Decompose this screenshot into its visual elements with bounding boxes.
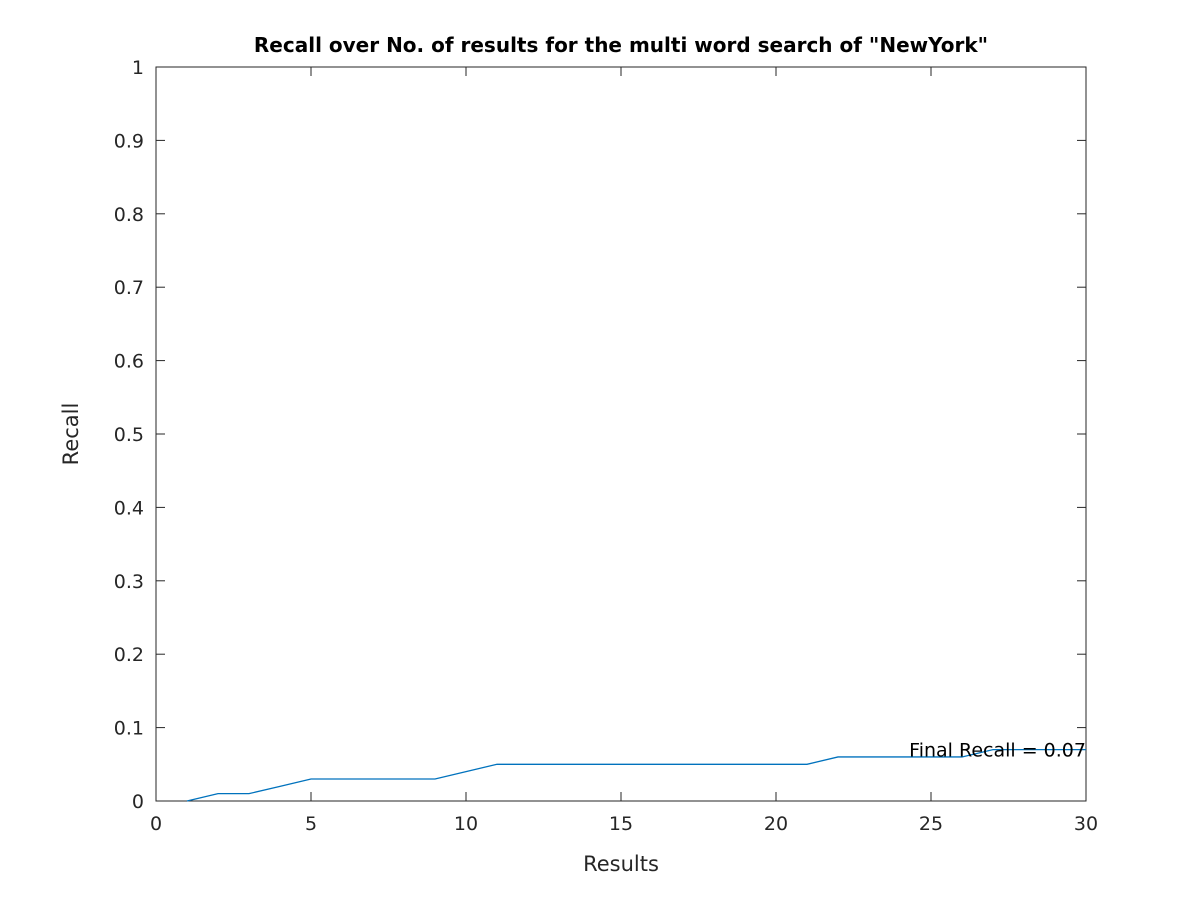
x-axis-label: Results — [583, 852, 659, 876]
plot-area: 0 5 10 15 20 25 30 0 0.1 0.2 0.3 0.4 0.5 0.6 0.7 0.8 0.9… — [114, 57, 1098, 835]
x-tick-label: 20 — [764, 813, 788, 835]
y-tick-label: 0.6 — [114, 351, 144, 373]
x-tick-label: 30 — [1074, 813, 1098, 835]
y-tick-label: 0.4 — [114, 497, 144, 519]
y-tick-label: 0 — [132, 791, 144, 813]
x-tick-label: 0 — [150, 813, 162, 835]
final-recall-annotation: Final Recall = 0.07 — [909, 740, 1086, 762]
x-tick-label: 25 — [919, 813, 943, 835]
y-axis-label: Recall — [59, 403, 83, 466]
y-tick-label: 0.7 — [114, 277, 144, 299]
y-tick-label: 0.5 — [114, 424, 144, 446]
x-tick-label: 5 — [305, 813, 317, 835]
chart-title: Recall over No. of results for the multi… — [254, 33, 988, 57]
y-tick-label: 0.2 — [114, 644, 144, 666]
y-tick-label: 0.3 — [114, 571, 144, 593]
x-tick-label: 10 — [454, 813, 478, 835]
y-tick-label: 0.9 — [114, 130, 144, 152]
y-tick-label: 1 — [132, 57, 144, 79]
y-tick-label: 0.8 — [114, 204, 144, 226]
y-tick-label: 0.1 — [114, 718, 144, 740]
x-tick-label: 15 — [609, 813, 633, 835]
recall-series-line — [186, 748, 1086, 802]
